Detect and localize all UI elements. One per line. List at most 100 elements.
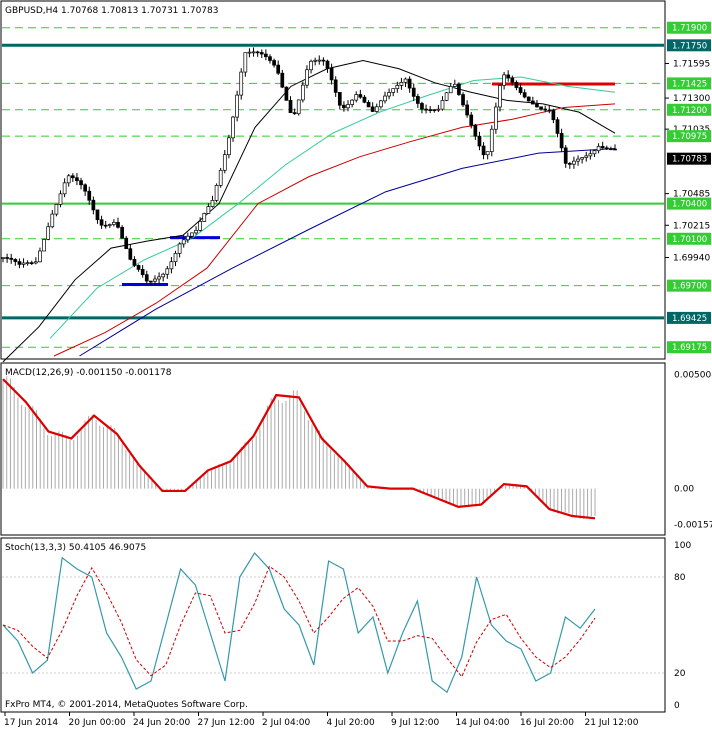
candle-body — [284, 86, 289, 101]
candle-body — [522, 92, 527, 98]
candle-body — [173, 253, 178, 263]
candle-body — [313, 59, 318, 62]
candle-body — [185, 235, 190, 241]
candle-body — [374, 106, 379, 112]
candle-body — [588, 153, 593, 157]
x-tick-label: 17 Jun 2014 — [4, 718, 58, 728]
candle-body — [399, 82, 404, 86]
x-tick-label: 4 Jul 20:00 — [327, 718, 376, 728]
candle-body — [510, 77, 515, 83]
x-tick-label: 21 Jul 12:00 — [585, 718, 639, 728]
candle-body — [9, 257, 14, 260]
price-label-bg — [667, 21, 711, 34]
candle-body — [112, 222, 116, 225]
candle-body — [502, 74, 506, 86]
stoch-panel — [0, 537, 666, 713]
candle-body — [436, 108, 441, 111]
price-tick-label: 1.71300 — [673, 94, 710, 104]
price-label-bg — [667, 279, 711, 292]
price-label: 1.71425 — [672, 79, 707, 89]
candle-body — [70, 175, 75, 179]
candle-body — [391, 88, 396, 93]
price-tick-label: 1.69940 — [673, 254, 710, 264]
price-label-bg — [667, 103, 711, 116]
candle-body — [444, 92, 449, 101]
candle-body — [17, 261, 22, 265]
candle-body — [95, 209, 100, 221]
candle-body — [555, 119, 560, 134]
candle-body — [66, 175, 71, 184]
candle-body — [506, 74, 511, 79]
price-tick-label: 1.70215 — [673, 221, 710, 231]
candle-body — [379, 100, 383, 108]
candle-body — [259, 52, 264, 55]
candle-body — [181, 239, 186, 245]
candle-body — [153, 278, 157, 282]
candle-body — [473, 124, 478, 137]
candle-body — [247, 51, 252, 54]
candle-body — [280, 72, 285, 88]
candle-body — [214, 185, 219, 201]
macd-tick-label: -0.001575 — [674, 521, 712, 531]
candle-body — [387, 92, 391, 97]
candle-body — [543, 108, 548, 111]
candle-body — [461, 94, 465, 106]
candle-body — [609, 148, 613, 151]
stoch-main-line — [2, 552, 596, 694]
candle-body — [34, 261, 38, 264]
candle-body — [370, 106, 375, 112]
stoch-title: Stoch(13,3,3) 50.4105 46.9075 — [5, 543, 146, 553]
candle-body — [395, 85, 400, 90]
candle-body — [547, 109, 552, 112]
candle-body — [559, 133, 564, 149]
candle-body — [498, 85, 502, 108]
x-tick-label: 9 Jul 12:00 — [391, 718, 440, 728]
price-label-bg — [667, 232, 711, 245]
price-label-bg — [667, 311, 711, 324]
price-panel — [0, 0, 666, 360]
candle-body — [539, 106, 543, 110]
candle-body — [551, 110, 556, 121]
candle-body — [420, 103, 424, 110]
candle-body — [83, 184, 87, 192]
candle-body — [428, 109, 433, 111]
candle-body — [362, 96, 367, 103]
candle-body — [485, 151, 490, 156]
price-label-bg — [667, 341, 711, 354]
price-label: 1.71900 — [672, 24, 707, 34]
candle-body — [268, 56, 272, 61]
candle-body — [563, 147, 568, 164]
copyright-footer: FxPro MT4, © 2001-2014, MetaQuotes Softw… — [5, 700, 248, 710]
candle-body — [157, 276, 161, 280]
candle-body — [222, 154, 227, 171]
candle-body — [87, 190, 92, 201]
candle-body — [5, 257, 9, 259]
candle-body — [29, 262, 34, 264]
candle-body — [276, 64, 281, 74]
symbol-header: GBPUSD,H4 1.70768 1.70813 1.70731 1.7078… — [5, 6, 218, 16]
candle-body — [140, 269, 145, 275]
candle-body — [296, 99, 301, 115]
candle-body — [350, 99, 354, 105]
candle-body — [128, 248, 133, 260]
candle-body — [440, 100, 445, 110]
candle-body — [346, 104, 350, 109]
candle-body — [264, 53, 268, 58]
candle-body — [535, 103, 539, 108]
candle-body — [481, 145, 486, 156]
x-tick-label: 14 Jul 04:00 — [456, 718, 510, 728]
candle-body — [514, 81, 519, 88]
price-label: 1.70100 — [672, 235, 707, 245]
candle-body — [62, 182, 67, 195]
candle-body — [452, 83, 457, 87]
candle-body — [613, 148, 617, 151]
candle-body — [50, 213, 55, 228]
candle-body — [169, 261, 174, 270]
price-layer — [1, 27, 664, 363]
candle-body — [333, 79, 338, 93]
candle-body — [567, 163, 572, 165]
candle-body — [46, 226, 51, 240]
candle-body — [489, 128, 494, 152]
price-tick-label: 1.71595 — [673, 59, 710, 69]
x-tick-label: 16 Jul 20:00 — [520, 718, 574, 728]
